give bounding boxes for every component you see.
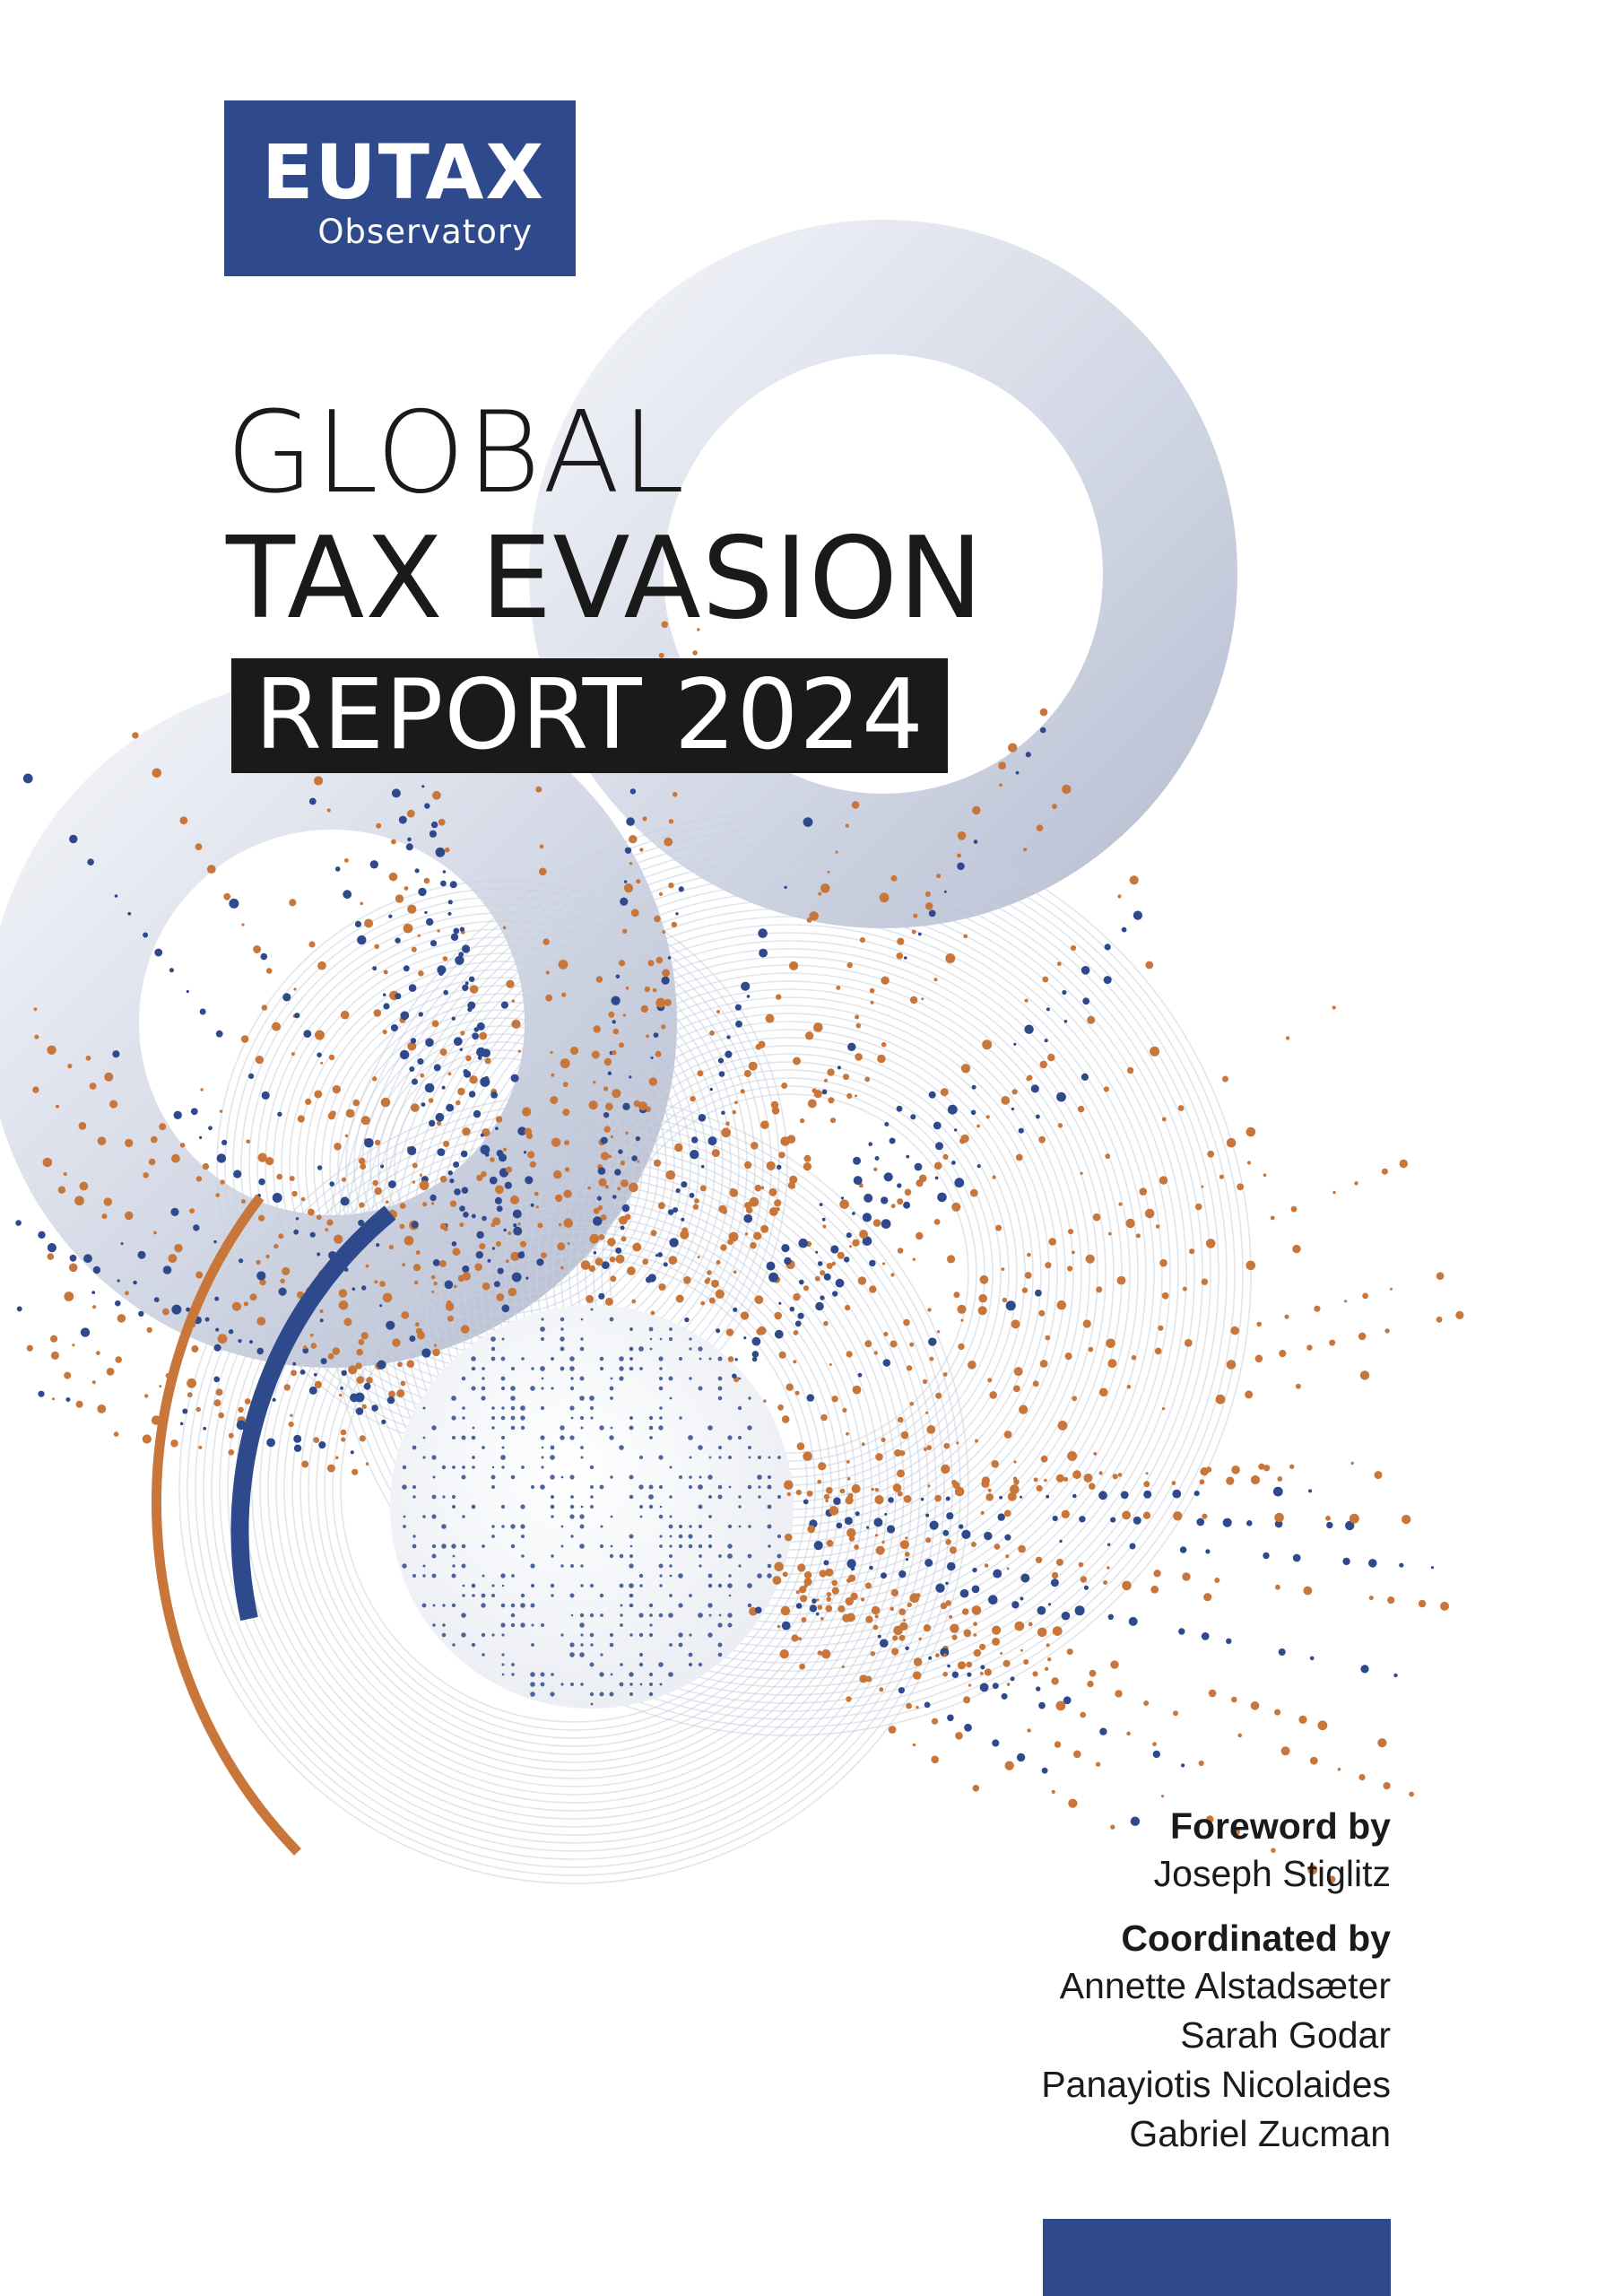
footer-color-bar — [1043, 2219, 1391, 2296]
blue-arc — [230, 1205, 396, 1622]
globe-dot-pattern — [402, 1308, 782, 1706]
orange-arc — [151, 1194, 301, 1856]
title-line-report-year: REPORT 2024 — [231, 658, 948, 773]
logo-wordmark: EUTAX — [262, 128, 546, 216]
foreword-author: Joseph Stiglitz — [1153, 1853, 1391, 1894]
credits-block: Foreword by Joseph Stiglitz Coordinated … — [673, 1803, 1391, 2159]
eutax-observatory-logo: EUTAX Observatory — [224, 100, 576, 276]
coordinated-heading: Coordinated by — [1121, 1918, 1391, 1959]
dot-burst-graphic — [15, 621, 1464, 1883]
coordinator-name: Sarah Godar — [1180, 2014, 1391, 2056]
coordinator-name: Gabriel Zucman — [1129, 2113, 1391, 2154]
foreword-heading: Foreword by — [1169, 1805, 1391, 1847]
coordinator-name: Panayiotis Nicolaides — [1041, 2064, 1391, 2105]
title-line-tax-evasion: TAX EVASION — [226, 512, 985, 644]
coordinator-name: Annette Alstadsæter — [1059, 1965, 1391, 2006]
logo-subtitle: Observatory — [317, 213, 533, 251]
title-line-global: GLOBAL — [226, 387, 687, 518]
